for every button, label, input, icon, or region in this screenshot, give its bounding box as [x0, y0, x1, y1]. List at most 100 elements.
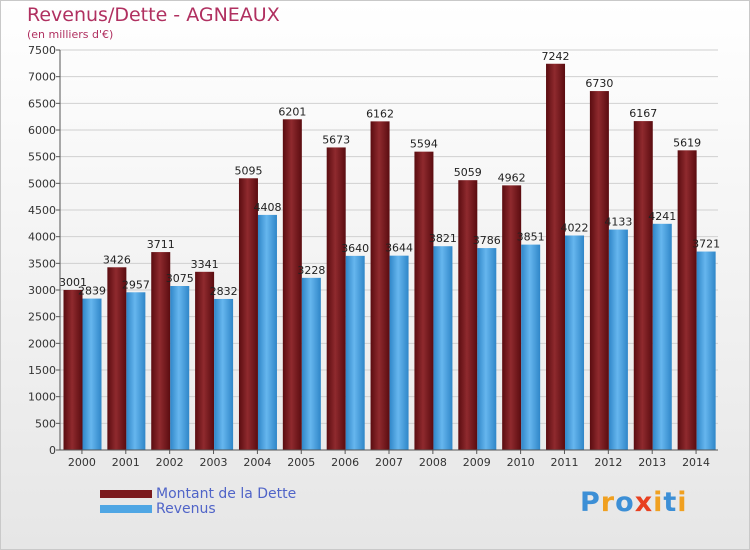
bar-dette	[633, 121, 653, 451]
data-label-revenus: 4133	[604, 216, 632, 229]
bar-revenus	[257, 214, 277, 450]
legend-label-dette: Montant de la Dette	[156, 485, 297, 502]
bar-revenus	[345, 255, 365, 450]
data-label-dette: 5095	[234, 164, 262, 177]
x-tick-label: 2009	[463, 456, 491, 469]
x-tick-label: 2006	[331, 456, 359, 469]
data-label-dette: 5673	[322, 133, 350, 146]
logo-letter: r	[600, 487, 616, 518]
legend-item-revenus: Revenus	[100, 500, 296, 517]
bar-revenus	[565, 235, 585, 450]
x-tick-label: 2012	[594, 456, 622, 469]
data-label-dette: 6167	[629, 107, 657, 120]
bar-revenus	[433, 246, 453, 450]
legend-label-revenus: Revenus	[156, 500, 216, 517]
x-tick-label: 2004	[243, 456, 271, 469]
bar-dette	[677, 150, 697, 450]
data-label-revenus: 3821	[429, 232, 457, 245]
logo-letter: i	[677, 487, 688, 518]
bar-dette	[195, 271, 215, 450]
bar-revenus	[521, 244, 541, 450]
y-tick-label: 1000	[28, 391, 56, 404]
x-tick-label: 2000	[68, 456, 96, 469]
y-tick-label: 500	[35, 417, 56, 430]
data-label-dette: 3001	[59, 276, 87, 289]
y-tick-label: 2500	[28, 311, 56, 324]
data-label-dette: 6162	[366, 107, 394, 120]
bar-revenus	[82, 298, 102, 450]
legend-swatch-revenus	[100, 504, 152, 513]
y-tick-label: 5000	[28, 177, 56, 190]
data-label-dette: 6201	[278, 105, 306, 118]
x-tick-label: 2002	[156, 456, 184, 469]
chart-legend: Montant de la Dette Revenus	[100, 485, 297, 517]
data-label-dette: 5594	[410, 138, 438, 151]
y-tick-label: 4500	[28, 204, 56, 217]
data-label-dette: 6730	[585, 77, 613, 90]
bar-revenus	[170, 286, 190, 450]
bar-dette	[151, 252, 171, 450]
bar-revenus	[652, 223, 672, 450]
x-tick-label: 2011	[550, 456, 578, 469]
data-label-revenus: 3640	[341, 242, 369, 255]
bar-revenus	[126, 292, 146, 450]
data-label-revenus: 3644	[385, 242, 413, 255]
bar-dette	[546, 63, 566, 450]
y-tick-label: 5500	[28, 151, 56, 164]
bar-dette	[370, 121, 390, 451]
bar-dette	[63, 289, 83, 450]
data-label-dette: 5619	[673, 136, 701, 149]
data-label-dette: 3711	[147, 238, 175, 251]
x-tick-label: 2007	[375, 456, 403, 469]
data-label-revenus: 4022	[561, 221, 589, 234]
data-label-revenus: 3228	[297, 264, 325, 277]
data-label-dette: 3426	[103, 253, 131, 266]
data-label-revenus: 2839	[78, 285, 106, 298]
y-tick-label: 4000	[28, 231, 56, 244]
x-tick-label: 2013	[638, 456, 666, 469]
legend-item-dette: Montant de la Dette	[100, 485, 297, 502]
bar-dette	[414, 151, 434, 451]
y-tick-label: 2000	[28, 337, 56, 350]
bar-dette	[458, 180, 478, 451]
x-tick-label: 2014	[682, 456, 710, 469]
bar-dette	[107, 267, 127, 450]
legend-swatch-dette	[100, 489, 152, 498]
logo-letter: i	[653, 487, 664, 518]
bar-dette	[282, 119, 302, 450]
logo-letter: o	[615, 487, 635, 518]
data-label-dette: 5059	[454, 166, 482, 179]
bar-dette	[589, 91, 609, 451]
data-label-dette: 7242	[542, 50, 570, 63]
bar-dette	[502, 185, 522, 451]
y-tick-label: 6500	[28, 97, 56, 110]
y-tick-label: 3000	[28, 284, 56, 297]
data-label-revenus: 2957	[122, 278, 150, 291]
data-label-revenus: 3075	[166, 272, 194, 285]
y-tick-label: 1500	[28, 364, 56, 377]
bar-revenus	[477, 248, 497, 450]
y-tick-label: 3500	[28, 257, 56, 270]
data-label-dette: 4962	[498, 171, 526, 184]
bar-revenus	[301, 277, 321, 450]
data-label-revenus: 4408	[253, 201, 281, 214]
bar-revenus	[389, 255, 409, 450]
bar-dette	[238, 178, 258, 450]
bar-revenus	[214, 298, 234, 450]
x-tick-label: 2010	[507, 456, 535, 469]
data-label-revenus: 3721	[692, 238, 720, 251]
x-tick-label: 2003	[200, 456, 228, 469]
data-label-revenus: 2832	[210, 285, 238, 298]
x-tick-label: 2005	[287, 456, 315, 469]
logo-letter: t	[663, 487, 678, 518]
y-tick-label: 7000	[28, 71, 56, 84]
bar-revenus	[696, 251, 716, 450]
data-label-revenus: 3851	[517, 231, 545, 244]
data-label-revenus: 4241	[648, 210, 676, 223]
bar-revenus	[608, 229, 628, 450]
logo-letter: x	[634, 487, 654, 518]
bar-dette	[326, 147, 346, 450]
proxiti-logo: Proxiti	[580, 487, 688, 518]
x-tick-label: 2001	[112, 456, 140, 469]
